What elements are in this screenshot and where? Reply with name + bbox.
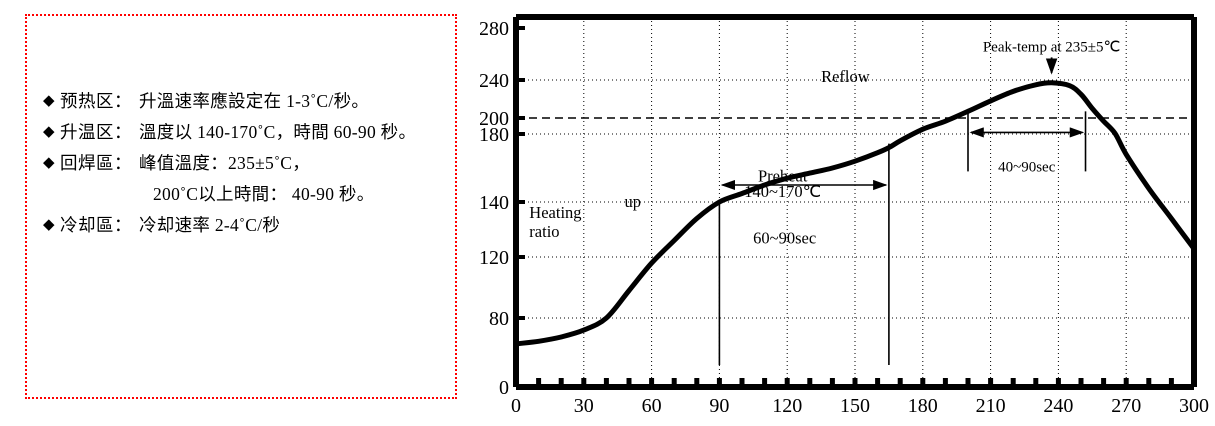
spec-line: ◆ 预热区： 升溫速率應設定在 1-3˚C/秒。 [43,86,449,117]
spec-panel: ◆ 预热区： 升溫速率應設定在 1-3˚C/秒。 ◆ 升温区： 溫度以 140-170˚C… [25,14,457,399]
heating-up-label: up [624,192,641,211]
spec-line-label: 预热区： [60,91,132,111]
profile-curve [513,80,1197,347]
reflow-label: Reflow [821,67,870,86]
x-axis-tick-label: 0 [511,395,521,417]
spec-line: ◆ 回焊區： 峰值溫度：235±5˚C， [43,148,449,179]
spec-line: ◆200˚C以上時間： 40-90 秒。 [43,179,449,210]
y-axis-tick-label: 120 [480,247,509,269]
peak-temp-label: Peak-temp at 235±5℃ [983,39,1121,55]
x-axis-tick-label: 60 [642,395,662,417]
spec-line-text: 峰值溫度：235±5˚C， [139,153,311,173]
x-axis-tick-label: 210 [976,395,1006,417]
spec-line-label: 回焊區： [60,153,132,173]
preheat-time-label: 60~90sec [753,228,816,247]
spec-line: ◆ 升温区： 溫度以 140-170˚C，時間 60-90 秒。 [43,117,449,148]
y-axis-tick-label: 280 [480,18,509,40]
y-axis-tick-label: 140 [480,192,509,214]
temperature-curve [513,80,1197,347]
y-axis-tick-label: 240 [480,70,509,92]
spec-line-text: 升溫速率應設定在 1-3˚C/秒。 [139,91,370,111]
diamond-bullet-icon: ◆ [43,155,55,171]
x-axis-tick-label: 90 [709,395,729,417]
preheat-range-label: 140~170℃ [744,182,821,201]
spec-line-label: 冷却區： [60,215,132,235]
y-axis-tick-label: 180 [480,124,509,146]
diamond-bullet-icon: ◆ [43,93,55,109]
reflow-profile-chart: 0 80 120 140 180 200 240 280 0 30 60 90 120 150 180 21… [480,0,1215,426]
diamond-bullet-icon: ◆ [43,217,55,233]
heating-ratio-label-line2: ratio [529,222,559,241]
x-axis-tick-label: 240 [1043,395,1073,417]
spec-line: ◆ 冷却區： 冷却速率 2-4˚C/秒 [43,210,449,241]
y-axis-tick-label: 200 [480,108,509,130]
spec-line-text: 溫度以 140-170˚C，時間 60-90 秒。 [139,122,417,142]
y-axis-tick-label: 80 [489,308,509,330]
x-axis-tick-label: 30 [574,395,594,417]
y-axis-tick-label: 0 [499,377,509,399]
spec-line-label: 升温区： [60,122,132,142]
x-axis-tick-label: 120 [772,395,802,417]
axis-ticks [516,26,1174,387]
spec-line-text: 冷却速率 2-4˚C/秒 [139,215,281,235]
spec-list: ◆ 预热区： 升溫速率應設定在 1-3˚C/秒。 ◆ 升温区： 溫度以 140-170˚C… [43,86,449,241]
spec-line-text: 200˚C以上時間： 40-90 秒。 [153,184,375,204]
diamond-bullet-icon: ◆ [43,124,55,140]
x-axis-tick-label: 180 [908,395,938,417]
x-axis-tick-label: 270 [1111,395,1141,417]
x-axis-tick-labels: 0 30 60 90 120 150 180 210 240 270 300 [511,395,1209,417]
x-axis-tick-label: 300 [1179,395,1209,417]
annotations-layer: HeatingratioupReflowPreheat140~170℃60~90… [529,39,1120,365]
x-axis-tick-label: 150 [840,395,870,417]
above200-time-label: 40~90sec [998,159,1056,175]
heating-ratio-label-line1: Heating [529,203,581,222]
